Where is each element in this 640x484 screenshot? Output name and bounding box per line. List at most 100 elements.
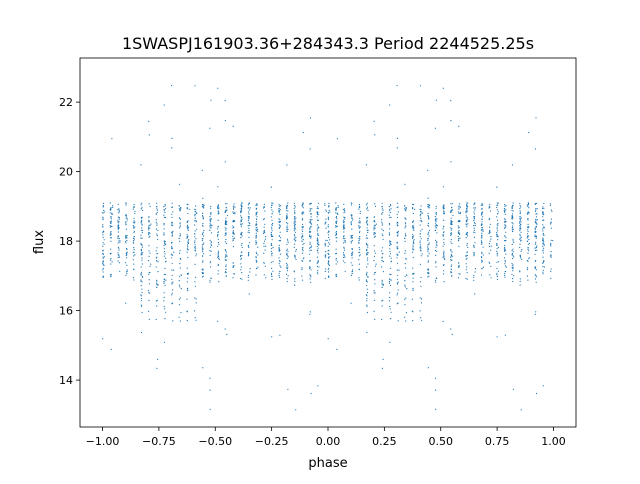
data-point — [389, 278, 391, 280]
x-tick-label: 0.75 — [485, 435, 510, 448]
data-point — [195, 209, 197, 211]
data-point — [102, 267, 104, 269]
data-point — [419, 85, 422, 87]
data-point — [396, 222, 398, 224]
data-point — [405, 223, 407, 225]
data-point — [310, 202, 312, 204]
data-point — [374, 279, 376, 281]
data-point — [434, 225, 436, 227]
data-point — [293, 230, 295, 232]
data-point — [381, 202, 383, 204]
data-point — [534, 231, 537, 233]
data-point — [156, 247, 158, 249]
data-point — [179, 250, 181, 252]
data-point — [140, 297, 142, 300]
data-point — [359, 249, 361, 251]
data-point — [149, 235, 151, 237]
data-point — [301, 259, 303, 262]
data-point — [420, 205, 422, 207]
data-point — [255, 223, 257, 225]
data-point — [316, 228, 318, 230]
data-point — [465, 255, 467, 257]
data-point — [412, 244, 414, 246]
data-point — [309, 267, 311, 270]
data-point — [102, 262, 104, 264]
data-point — [328, 202, 330, 204]
data-point — [316, 256, 319, 258]
data-point — [429, 204, 431, 207]
data-point — [473, 279, 475, 281]
data-point — [511, 209, 513, 211]
data-point — [271, 228, 273, 230]
data-point — [451, 251, 453, 253]
data-point — [187, 227, 190, 229]
data-point — [519, 280, 521, 282]
data-point — [294, 240, 296, 242]
data-point — [404, 227, 406, 229]
data-point — [397, 224, 399, 227]
data-point — [366, 257, 369, 259]
data-point — [202, 206, 204, 208]
data-point — [103, 231, 105, 233]
data-point — [358, 277, 360, 279]
data-point — [435, 214, 437, 216]
data-point — [412, 227, 414, 229]
data-point — [466, 243, 468, 245]
x-tick-label: −0.75 — [142, 435, 176, 448]
data-point — [366, 229, 368, 232]
data-point — [381, 206, 383, 208]
data-point — [132, 208, 134, 210]
y-axis-label: flux — [32, 230, 47, 254]
data-point — [156, 253, 158, 255]
data-point — [163, 282, 165, 284]
data-point — [309, 210, 311, 212]
data-point — [286, 278, 288, 280]
data-point — [155, 206, 158, 208]
data-point — [195, 276, 197, 278]
data-point — [366, 250, 368, 252]
data-point — [302, 250, 304, 252]
data-point — [279, 270, 281, 273]
data-point — [520, 236, 523, 238]
data-point — [172, 289, 174, 291]
data-point — [351, 270, 354, 272]
data-point — [404, 252, 406, 254]
data-point — [496, 272, 498, 274]
data-point — [118, 256, 121, 258]
data-point — [542, 232, 545, 234]
data-point — [157, 271, 159, 273]
data-point — [496, 253, 498, 255]
data-point — [209, 262, 211, 264]
data-point — [542, 385, 544, 387]
data-point — [310, 246, 312, 248]
data-point — [527, 248, 529, 250]
data-point — [534, 234, 536, 236]
data-point — [201, 224, 204, 226]
data-point — [481, 221, 483, 223]
data-point — [133, 269, 135, 271]
data-point — [248, 209, 250, 211]
data-point — [489, 230, 491, 232]
data-point — [324, 204, 326, 206]
data-point — [550, 254, 552, 256]
data-point — [171, 269, 173, 271]
data-point — [542, 247, 545, 249]
data-point — [125, 235, 127, 237]
data-point — [351, 248, 353, 250]
data-point — [202, 243, 204, 245]
data-point — [171, 137, 173, 139]
data-point — [202, 225, 204, 227]
data-point — [286, 250, 288, 252]
data-point — [186, 244, 189, 246]
data-point — [427, 222, 429, 225]
data-point — [263, 245, 265, 247]
data-point — [301, 240, 303, 242]
data-point — [496, 261, 498, 263]
data-point — [263, 240, 266, 242]
data-point — [396, 202, 399, 204]
data-point — [397, 281, 399, 283]
data-point — [343, 203, 345, 205]
data-point — [110, 234, 112, 236]
data-point — [279, 253, 282, 255]
data-point — [302, 203, 304, 205]
